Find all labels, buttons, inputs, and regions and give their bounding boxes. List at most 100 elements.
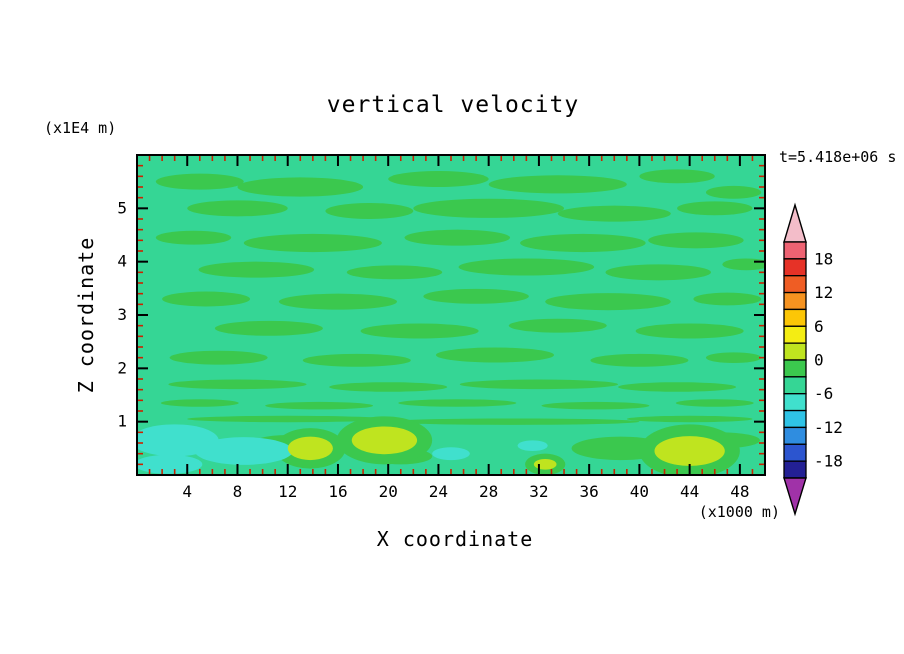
colorbar-segment [783, 443, 807, 462]
x-tick-label: 28 [479, 482, 498, 501]
x-tick-label: 12 [278, 482, 297, 501]
contour-region [541, 401, 650, 410]
contour-region [404, 229, 511, 246]
contour-region [187, 415, 389, 423]
colorbar-tick-label: 0 [814, 351, 824, 370]
x-tick-label: 4 [182, 482, 192, 501]
contour-region [162, 291, 251, 307]
colorbar-tick-label: -18 [814, 452, 843, 471]
contour-region [329, 382, 448, 392]
colorbar-segment [783, 359, 807, 378]
contour-region [214, 320, 323, 336]
x-tick-label: 36 [580, 482, 599, 501]
contour-region [557, 205, 671, 222]
plot-frame [136, 154, 766, 476]
colorbar-segment [783, 376, 807, 395]
colorbar-segment [783, 291, 807, 311]
contour-region [360, 323, 479, 339]
contour-region [278, 293, 397, 310]
x-tick-label: 8 [233, 482, 243, 501]
contour-region [237, 177, 364, 197]
colorbar-segment [783, 460, 807, 479]
y-tick-label: 3 [117, 305, 127, 324]
contour-region [520, 233, 646, 253]
contour-region [388, 171, 489, 187]
generated-plot-layers: 4 8 12 16 20 24 28 32 36 40 44 4812345181260-6-12-1… [117, 154, 843, 517]
x-tick-label: 44 [680, 482, 699, 501]
contour-region [705, 185, 762, 199]
y-tick-label: 4 [117, 252, 127, 271]
contour-region [675, 399, 754, 407]
contour-region [243, 233, 382, 253]
y-tick-label: 5 [117, 198, 127, 217]
x-tick-label: 16 [328, 482, 347, 501]
contour-region [459, 379, 619, 390]
contour-region [722, 258, 765, 271]
contour-region [626, 415, 753, 423]
contour-region [705, 352, 762, 363]
colorbar-segment [783, 409, 807, 429]
contour-region [265, 401, 374, 410]
contour-region [325, 203, 414, 219]
colorbar-arrow-up [783, 202, 807, 243]
contour-region [618, 382, 737, 392]
colorbar-tick-label: 18 [814, 249, 833, 268]
contour-region [488, 175, 627, 194]
contour-region [169, 350, 268, 365]
contour-region [413, 198, 565, 218]
contour-region [198, 261, 315, 278]
colorbar-segment [783, 275, 807, 294]
contour-region [351, 426, 418, 455]
colorbar-segment [783, 426, 807, 445]
contour-region [517, 440, 548, 451]
contour-region [155, 173, 244, 190]
x-tick-label: 24 [429, 482, 448, 501]
contour-region [693, 292, 762, 306]
y-tick-label: 2 [117, 358, 127, 377]
contour-region [545, 293, 671, 311]
x-axis-units-label: (x1000 m) [699, 503, 780, 521]
contour-region [458, 258, 595, 276]
contour-region [398, 399, 517, 407]
colorbar-arrow-down [783, 477, 807, 517]
contour-region [346, 265, 443, 280]
x-tick-label: 40 [630, 482, 649, 501]
colorbar-tick-label: 12 [814, 283, 833, 302]
contour-region [639, 169, 715, 184]
contour-region [168, 379, 307, 390]
contour-region [648, 232, 744, 249]
contour-region [155, 230, 232, 245]
contour-region [160, 399, 239, 407]
contour-region [187, 200, 288, 217]
y-axis-units-label: (x1E4 m) [44, 119, 116, 137]
chart-title: vertical velocity [327, 92, 579, 118]
x-tick-label: 32 [529, 482, 548, 501]
contour-region [194, 437, 293, 465]
x-axis-title: X coordinate [377, 527, 534, 551]
colorbar-segment [783, 342, 807, 361]
x-tick-label: 20 [379, 482, 398, 501]
contour-region [435, 347, 554, 363]
contour-region [605, 264, 711, 281]
contour-region [635, 323, 744, 339]
colorbar-segment [783, 308, 807, 327]
y-axis-title: Z coordinate [74, 237, 98, 394]
contour-region [302, 353, 411, 367]
contour-region [533, 459, 557, 470]
contour-region [654, 436, 725, 466]
colorbar-segment [783, 258, 807, 277]
colorbar-segment [783, 393, 807, 412]
contour-region [432, 447, 470, 461]
colorbar-segment [783, 241, 807, 260]
colorbar-segment [783, 325, 807, 344]
contour-region [287, 436, 333, 461]
x-tick-label: 48 [730, 482, 749, 501]
contour-region [677, 201, 753, 216]
time-annotation: t=5.418e+06 s [779, 148, 896, 166]
contour-region [423, 288, 529, 304]
colorbar-tick-label: 6 [814, 317, 824, 336]
contour-region [137, 454, 203, 474]
contour-region [590, 353, 689, 367]
